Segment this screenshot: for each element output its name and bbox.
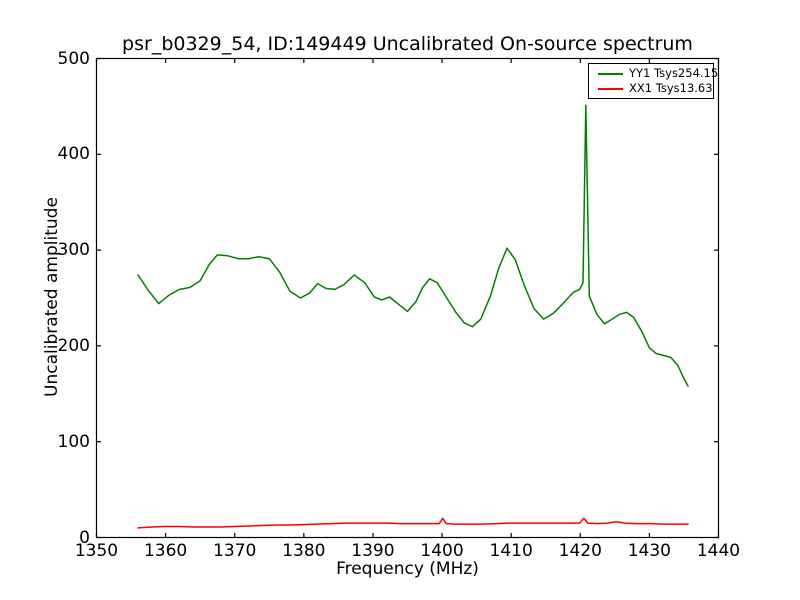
y-tick-label-500: 500: [57, 48, 90, 69]
legend: YY1 Tsys254.15 XX1 Tsys13.63: [588, 63, 718, 99]
legend-entry-yy1: YY1 Tsys254.15: [598, 66, 718, 81]
y-tick-label-100: 100: [57, 431, 90, 452]
y-tick-label-0: 0: [79, 527, 90, 548]
x-tick-label-1390: 1390: [351, 541, 395, 561]
y-tick-label-400: 400: [57, 144, 90, 165]
legend-label-yy1: YY1 Tsys254.15: [629, 66, 719, 80]
x-tick-label-1440: 1440: [696, 541, 741, 561]
legend-entry-xx1: XX1 Tsys13.63: [598, 81, 713, 96]
y-tick-label-200: 200: [57, 335, 90, 356]
y-tick-label-300: 300: [57, 240, 90, 261]
series-line-1: [137, 517, 689, 529]
x-tick-label-1380: 1380: [282, 541, 326, 561]
legend-label-xx1: XX1 Tsys13.63: [629, 81, 713, 95]
x-tick-label-1410: 1410: [489, 541, 533, 561]
legend-line-sample-green: [598, 72, 623, 75]
legend-line-sample-red: [598, 87, 623, 90]
x-tick-label-1420: 1420: [558, 541, 602, 561]
x-tick-label-1400: 1400: [420, 541, 464, 561]
x-tick-label-1350: 1350: [74, 541, 119, 561]
chart-title: psr_b0329_54, ID:149449 Uncalibrated On-…: [122, 33, 693, 55]
series-line-0: [137, 104, 689, 387]
x-axis-label: Frequency (MHz): [336, 559, 479, 579]
x-tick-label-1370: 1370: [213, 541, 257, 561]
x-tick-label-1430: 1430: [627, 541, 671, 561]
x-tick-label-1360: 1360: [143, 541, 188, 561]
y-axis-label: Uncalibrated amplitude: [42, 197, 62, 397]
plot-frame: [95, 57, 720, 539]
